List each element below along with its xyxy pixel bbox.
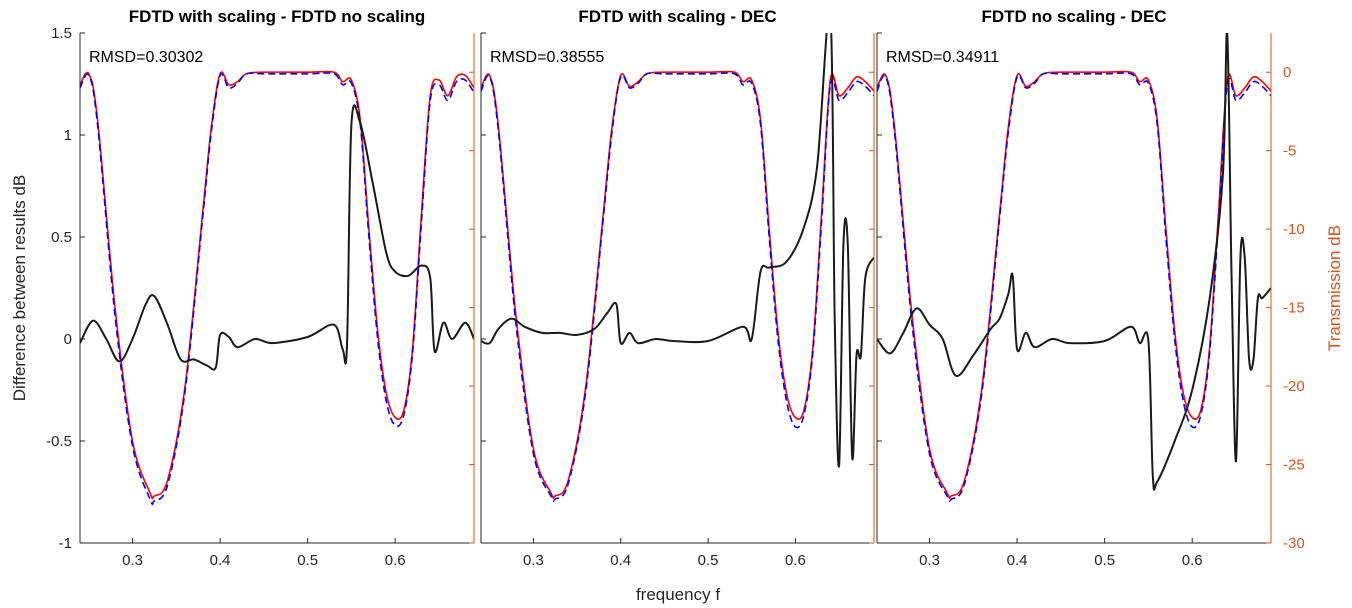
left-tick-label: -0.5: [46, 433, 72, 450]
x-tick-label: 0.3: [122, 552, 143, 569]
plot-area: [877, 33, 1271, 543]
x-tick-label: 0.5: [698, 552, 719, 569]
x-tick-label: 0.3: [523, 552, 544, 569]
panel-1: 0.3 0.4 0.5 0.6 -1 -0.5 0 0.5 1 1.5 FDTD with scal…: [46, 7, 475, 569]
difference-line: [80, 104, 474, 371]
right-tick-label: -5: [1283, 143, 1296, 160]
right-tick-label: -20: [1283, 378, 1305, 395]
difference-line: [877, 33, 1271, 491]
left-tick-label: -1: [59, 535, 72, 552]
plot-area: [80, 33, 474, 543]
x-tick-label: 0.4: [1007, 552, 1028, 569]
panel-title: FDTD no scaling - DEC: [981, 7, 1166, 26]
x-tick-label: 0.5: [297, 552, 318, 569]
right-y-axis-label: Transmission dB: [1325, 225, 1344, 351]
left-y-axis-label: Difference between results dB: [10, 175, 29, 401]
x-tick-label: 0.3: [919, 552, 940, 569]
left-tick-label: 1: [64, 127, 72, 144]
plot-area: [481, 33, 874, 543]
plot-lines: [481, 33, 874, 502]
right-tick-label: 0: [1283, 64, 1291, 81]
difference-line: [481, 33, 874, 468]
right-tick-label: -10: [1283, 221, 1305, 238]
left-tick-label: 1.5: [51, 25, 72, 42]
x-tick-label: 0.6: [385, 552, 406, 569]
rmsd-annotation: RMSD=0.38555: [490, 49, 604, 66]
transmission-dashed-line: [481, 72, 874, 502]
x-tick-label: 0.5: [1094, 552, 1115, 569]
plot-lines: [877, 33, 1271, 502]
transmission-solid-line: [481, 70, 874, 499]
left-tick-label: 0: [64, 331, 72, 348]
transmission-solid-line: [877, 70, 1271, 499]
x-tick-label: 0.4: [210, 552, 231, 569]
x-tick-label: 0.4: [610, 552, 631, 569]
right-tick-label: -15: [1283, 300, 1305, 317]
right-tick-label: -25: [1283, 457, 1305, 474]
right-tick-label: -30: [1283, 535, 1305, 552]
transmission-dashed-line: [80, 72, 474, 506]
rmsd-annotation: RMSD=0.34911: [886, 49, 999, 66]
x-tick-label: 0.6: [1182, 552, 1203, 569]
left-tick-label: 0.5: [51, 229, 72, 246]
transmission-dashed-line: [877, 72, 1271, 502]
plot-lines: [80, 70, 474, 506]
panel-title: FDTD with scaling - DEC: [578, 7, 776, 26]
rmsd-annotation: RMSD=0.30302: [89, 49, 203, 66]
panel-2: 0.3 0.4 0.5 0.6 FDTD with scaling - DEC RMSD=…: [480, 7, 875, 569]
panel-title: FDTD with scaling - FDTD no scaling: [129, 7, 426, 26]
panel-3: 0.3 0.4 0.5 0.6 -30 -25 -20 -15 -10 -5 0 FDTD no sc…: [876, 7, 1305, 569]
x-axis-label: frequency f: [636, 585, 720, 604]
x-tick-label: 0.6: [785, 552, 806, 569]
